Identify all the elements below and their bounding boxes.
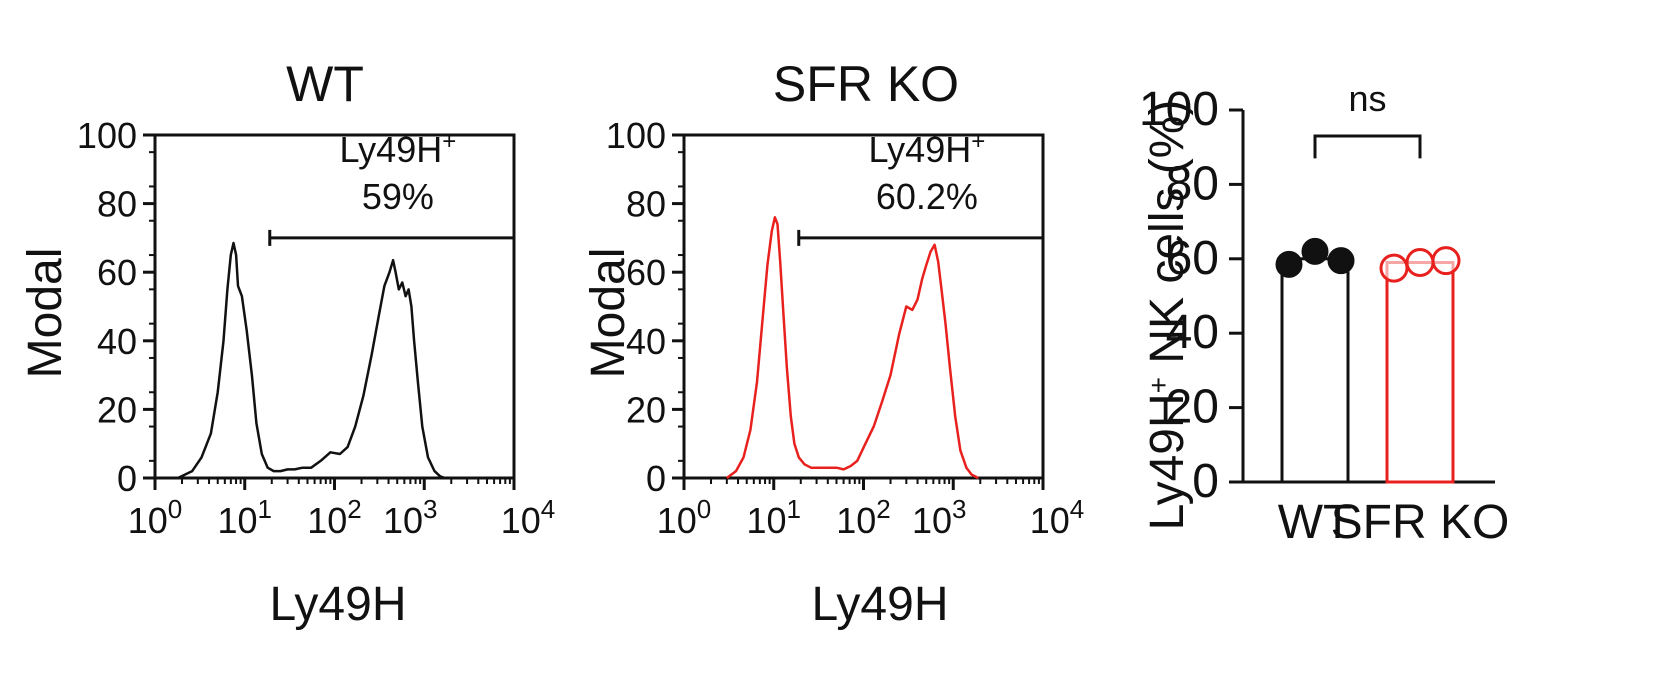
wt-panel-title: WT bbox=[286, 56, 364, 112]
ko-gate-label: Ly49H+ bbox=[869, 128, 986, 171]
ko-y-tick-label: 40 bbox=[626, 321, 666, 362]
data-point bbox=[1379, 253, 1409, 283]
ko-panel-title: SFR KO bbox=[773, 56, 959, 112]
significance-bracket bbox=[1313, 134, 1422, 159]
ko-plot-frame bbox=[682, 133, 1045, 480]
wt-x-tick-label: 100 bbox=[128, 494, 183, 541]
ko-y-tick-label: 0 bbox=[646, 458, 666, 499]
wt-y-tick-label: 60 bbox=[97, 252, 137, 293]
ko-x-tick-label: 102 bbox=[836, 494, 891, 541]
wt-x-tick-label: 104 bbox=[501, 494, 556, 541]
ko-histogram-line bbox=[726, 216, 979, 480]
wt-plot-area: 0 20 40 60 80 100 100 101 102 103 104 Ly49H+ 59% bbox=[77, 115, 555, 541]
wt-histogram-line bbox=[177, 241, 446, 480]
wt-y-tick-label: 40 bbox=[97, 321, 137, 362]
wt-gate-label: Ly49H+ bbox=[340, 128, 457, 171]
wt-plot-frame bbox=[153, 133, 516, 480]
ko-y-axis-label: Modal bbox=[582, 248, 635, 379]
data-point bbox=[1275, 250, 1303, 278]
bar-sfr-ko bbox=[1385, 261, 1455, 484]
data-point bbox=[1431, 246, 1461, 276]
bar-y-tick-label: 60 bbox=[1166, 232, 1219, 285]
ko-y-tick-label: 80 bbox=[626, 184, 666, 225]
ko-x-tick-label: 100 bbox=[657, 494, 712, 541]
ko-y-tick-label: 20 bbox=[626, 389, 666, 430]
bar-y-tick-label: 40 bbox=[1166, 306, 1219, 359]
significance-label: ns bbox=[1348, 78, 1386, 119]
wt-y-tick-label: 20 bbox=[97, 389, 137, 430]
ko-y-tick-label: 100 bbox=[606, 115, 666, 156]
wt-x-tick-label: 101 bbox=[217, 494, 272, 541]
ko-x-tick-label: 104 bbox=[1030, 494, 1085, 541]
wt-x-tick-label: 103 bbox=[383, 494, 438, 541]
bar-category-label: WT bbox=[1278, 496, 1353, 549]
ko-x-axis-label: Ly49H bbox=[812, 578, 949, 631]
wt-y-tick-label: 0 bbox=[117, 458, 137, 499]
bar-category-label: SFR KO bbox=[1331, 496, 1510, 549]
bar-y-tick-label: 100 bbox=[1139, 83, 1219, 136]
wt-y-tick-label: 100 bbox=[77, 115, 137, 156]
ko-gate-percent: 60.2% bbox=[876, 176, 978, 217]
ko-y-tick-label: 60 bbox=[626, 252, 666, 293]
bar-y-tick-label: 20 bbox=[1166, 381, 1219, 434]
bar-y-tick-label: 0 bbox=[1192, 455, 1219, 508]
ko-plot-area: 0 20 40 60 80 100 100 101 102 103 104 Ly49H+ 60.2% bbox=[606, 115, 1084, 541]
bar-y-axis-label: Ly49H+ NK cells (%) bbox=[1141, 100, 1194, 531]
data-point bbox=[1301, 237, 1329, 265]
bar-wt bbox=[1280, 257, 1350, 484]
bar-y-tick-label: 80 bbox=[1166, 157, 1219, 210]
wt-y-tick-label: 80 bbox=[97, 184, 137, 225]
data-point bbox=[1405, 248, 1435, 278]
sfr-ko-histogram-panel: SFR KO 0 20 40 60 80 100 100 101 102 103 104 Ly49H+… bbox=[582, 56, 1084, 631]
ko-x-tick-label: 101 bbox=[746, 494, 801, 541]
wt-gate-percent: 59% bbox=[362, 176, 434, 217]
ko-x-tick-label: 103 bbox=[912, 494, 967, 541]
wt-x-axis-label: Ly49H bbox=[270, 578, 407, 631]
wt-x-tick-label: 102 bbox=[307, 494, 362, 541]
data-point bbox=[1327, 247, 1355, 275]
wt-y-axis-label: Modal bbox=[19, 248, 72, 379]
